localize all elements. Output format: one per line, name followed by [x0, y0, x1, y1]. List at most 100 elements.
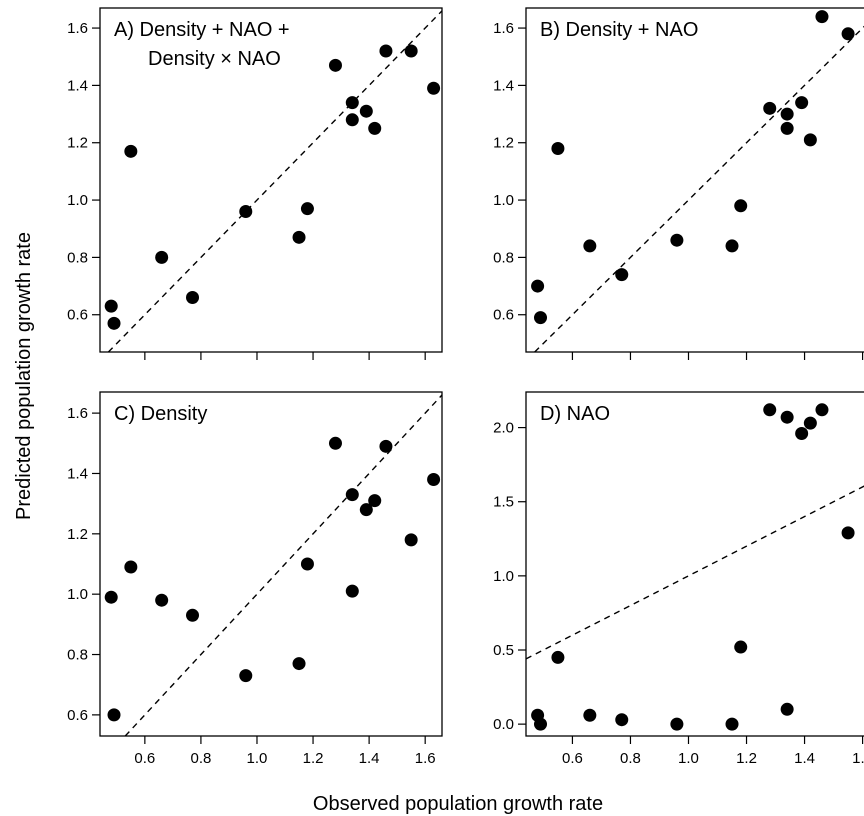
- panel-d-point: [795, 427, 809, 441]
- panel-c-point: [155, 593, 169, 607]
- panel-b: 0.6 0.8 1.0 1.2 1.4 1.6 B) Density + NAO: [493, 7, 864, 360]
- panel-d: 0.6 0.8 1.0 1.2 1.4 1.6 0.0 0.5 1.0 1.5 2.0 D) NAO: [493, 391, 864, 767]
- panel-a-point: [239, 205, 253, 219]
- panel-a-point: [155, 250, 169, 264]
- panel-a-point: [345, 96, 359, 110]
- panel-b-point: [734, 199, 748, 213]
- panel-d-xtick-label: 0.6: [562, 750, 583, 767]
- panel-a-point: [107, 316, 121, 330]
- panel-a-ytick-label: 0.8: [67, 249, 88, 266]
- panel-b-point: [551, 141, 565, 155]
- panel-a-ytick-label: 1.0: [67, 192, 88, 209]
- panel-b-point: [803, 133, 817, 147]
- panel-b-point: [780, 107, 794, 121]
- panel-c-xtick-label: 1.6: [415, 750, 436, 767]
- y-axis-title: Predicted population growth rate: [13, 232, 35, 520]
- panel-b-point: [725, 239, 739, 253]
- panel-c-point: [239, 669, 253, 683]
- panel-c-ytick-label: 1.0: [67, 586, 88, 603]
- panel-a-point: [368, 121, 382, 135]
- panel-d-point: [763, 403, 777, 417]
- panel-c-ytick-label: 0.6: [67, 707, 88, 724]
- panel-c-point: [104, 590, 118, 604]
- panel-a-point: [186, 291, 200, 305]
- panel-a-ytick-label: 1.4: [67, 77, 88, 94]
- panel-b-point: [795, 96, 809, 110]
- panel-b-point: [841, 27, 855, 41]
- panel-b-point: [583, 239, 597, 253]
- panel-a-ytick-label: 0.6: [67, 307, 88, 324]
- panel-a-reference-line: [107, 10, 442, 352]
- panel-d-ytick-label: 0.0: [493, 716, 514, 733]
- panel-c-point: [345, 488, 359, 502]
- panels: 0.6 0.8 1.0 1.2 1.4 1.6 A) Density + NAO + Dens…: [67, 7, 864, 767]
- panel-d-xtick-label: 1.6: [852, 750, 864, 767]
- panel-c-ytick-label: 1.6: [67, 405, 88, 422]
- panel-a-point: [124, 144, 138, 158]
- panel-b-frame: [525, 7, 864, 353]
- panel-d-frame: [525, 391, 864, 737]
- panel-b-point: [531, 279, 545, 293]
- panel-d-point: [670, 717, 684, 731]
- panel-c-point: [379, 439, 393, 453]
- panel-a-point: [345, 113, 359, 127]
- panel-c-point: [124, 560, 138, 574]
- panel-d-ytick-label: 1.0: [493, 568, 514, 585]
- panel-d-xtick-label: 0.8: [620, 750, 641, 767]
- panel-c-point: [300, 557, 314, 571]
- panel-d-point: [615, 713, 629, 727]
- panel-c-point: [186, 608, 200, 622]
- panel-d-ytick-label: 2.0: [493, 420, 514, 437]
- panel-c-point: [328, 436, 342, 450]
- panel-c-ytick-label: 1.2: [67, 526, 88, 543]
- panel-a-point: [427, 81, 441, 95]
- panel-c-point: [292, 657, 306, 671]
- panel-c-ytick-label: 1.4: [67, 465, 88, 482]
- panel-a: 0.6 0.8 1.0 1.2 1.4 1.6 A) Density + NAO + Dens…: [67, 7, 443, 360]
- panel-a-point: [359, 104, 373, 118]
- panel-c-xtick-label: 1.2: [303, 750, 324, 767]
- panel-b-ytick-label: 0.6: [493, 307, 514, 324]
- panel-c-xtick-label: 1.4: [359, 750, 380, 767]
- panel-c-xtick-label: 0.8: [190, 750, 211, 767]
- panel-b-title: B) Density + NAO: [540, 19, 698, 41]
- panel-d-xtick-label: 1.0: [678, 750, 699, 767]
- panel-a-point: [300, 202, 314, 216]
- panel-b-point: [780, 121, 794, 135]
- panel-d-xtick-label: 1.4: [794, 750, 815, 767]
- panel-c-point: [404, 533, 418, 547]
- panel-b-ytick-label: 1.4: [493, 77, 514, 94]
- panel-d-point: [780, 702, 794, 716]
- panel-d-point: [734, 640, 748, 654]
- panel-b-point: [534, 311, 548, 325]
- panel-d-point: [841, 526, 855, 540]
- panel-d-point: [551, 650, 565, 664]
- panel-b-point: [670, 233, 684, 247]
- panel-c-point: [368, 494, 382, 508]
- panel-c-xtick-label: 1.0: [247, 750, 268, 767]
- panel-b-reference-line: [534, 25, 864, 352]
- panel-c-ytick-label: 0.8: [67, 647, 88, 664]
- panel-b-ytick-label: 1.2: [493, 135, 514, 152]
- panel-a-ytick-label: 1.6: [67, 20, 88, 37]
- panel-d-point: [815, 403, 829, 417]
- panel-b-ytick-label: 1.6: [493, 20, 514, 37]
- panel-d-point: [780, 410, 794, 424]
- panel-b-point: [815, 10, 829, 24]
- panel-d-point: [725, 717, 739, 731]
- panel-c-title: C) Density: [114, 403, 207, 425]
- panel-d-title: D) NAO: [540, 403, 610, 425]
- panel-b-point: [615, 268, 629, 282]
- panel-c-xtick-label: 0.6: [134, 750, 155, 767]
- panel-d-point: [534, 717, 548, 731]
- panel-a-frame: [99, 7, 443, 353]
- panel-d-xtick-label: 1.2: [736, 750, 757, 767]
- panel-d-point: [583, 708, 597, 722]
- panel-a-title: A) Density + NAO +: [114, 19, 290, 41]
- panel-a-point: [404, 44, 418, 58]
- panel-a-point: [104, 299, 118, 313]
- panel-c-frame: [99, 391, 443, 737]
- panel-a-ytick-label: 1.2: [67, 135, 88, 152]
- panel-c-point: [359, 503, 373, 517]
